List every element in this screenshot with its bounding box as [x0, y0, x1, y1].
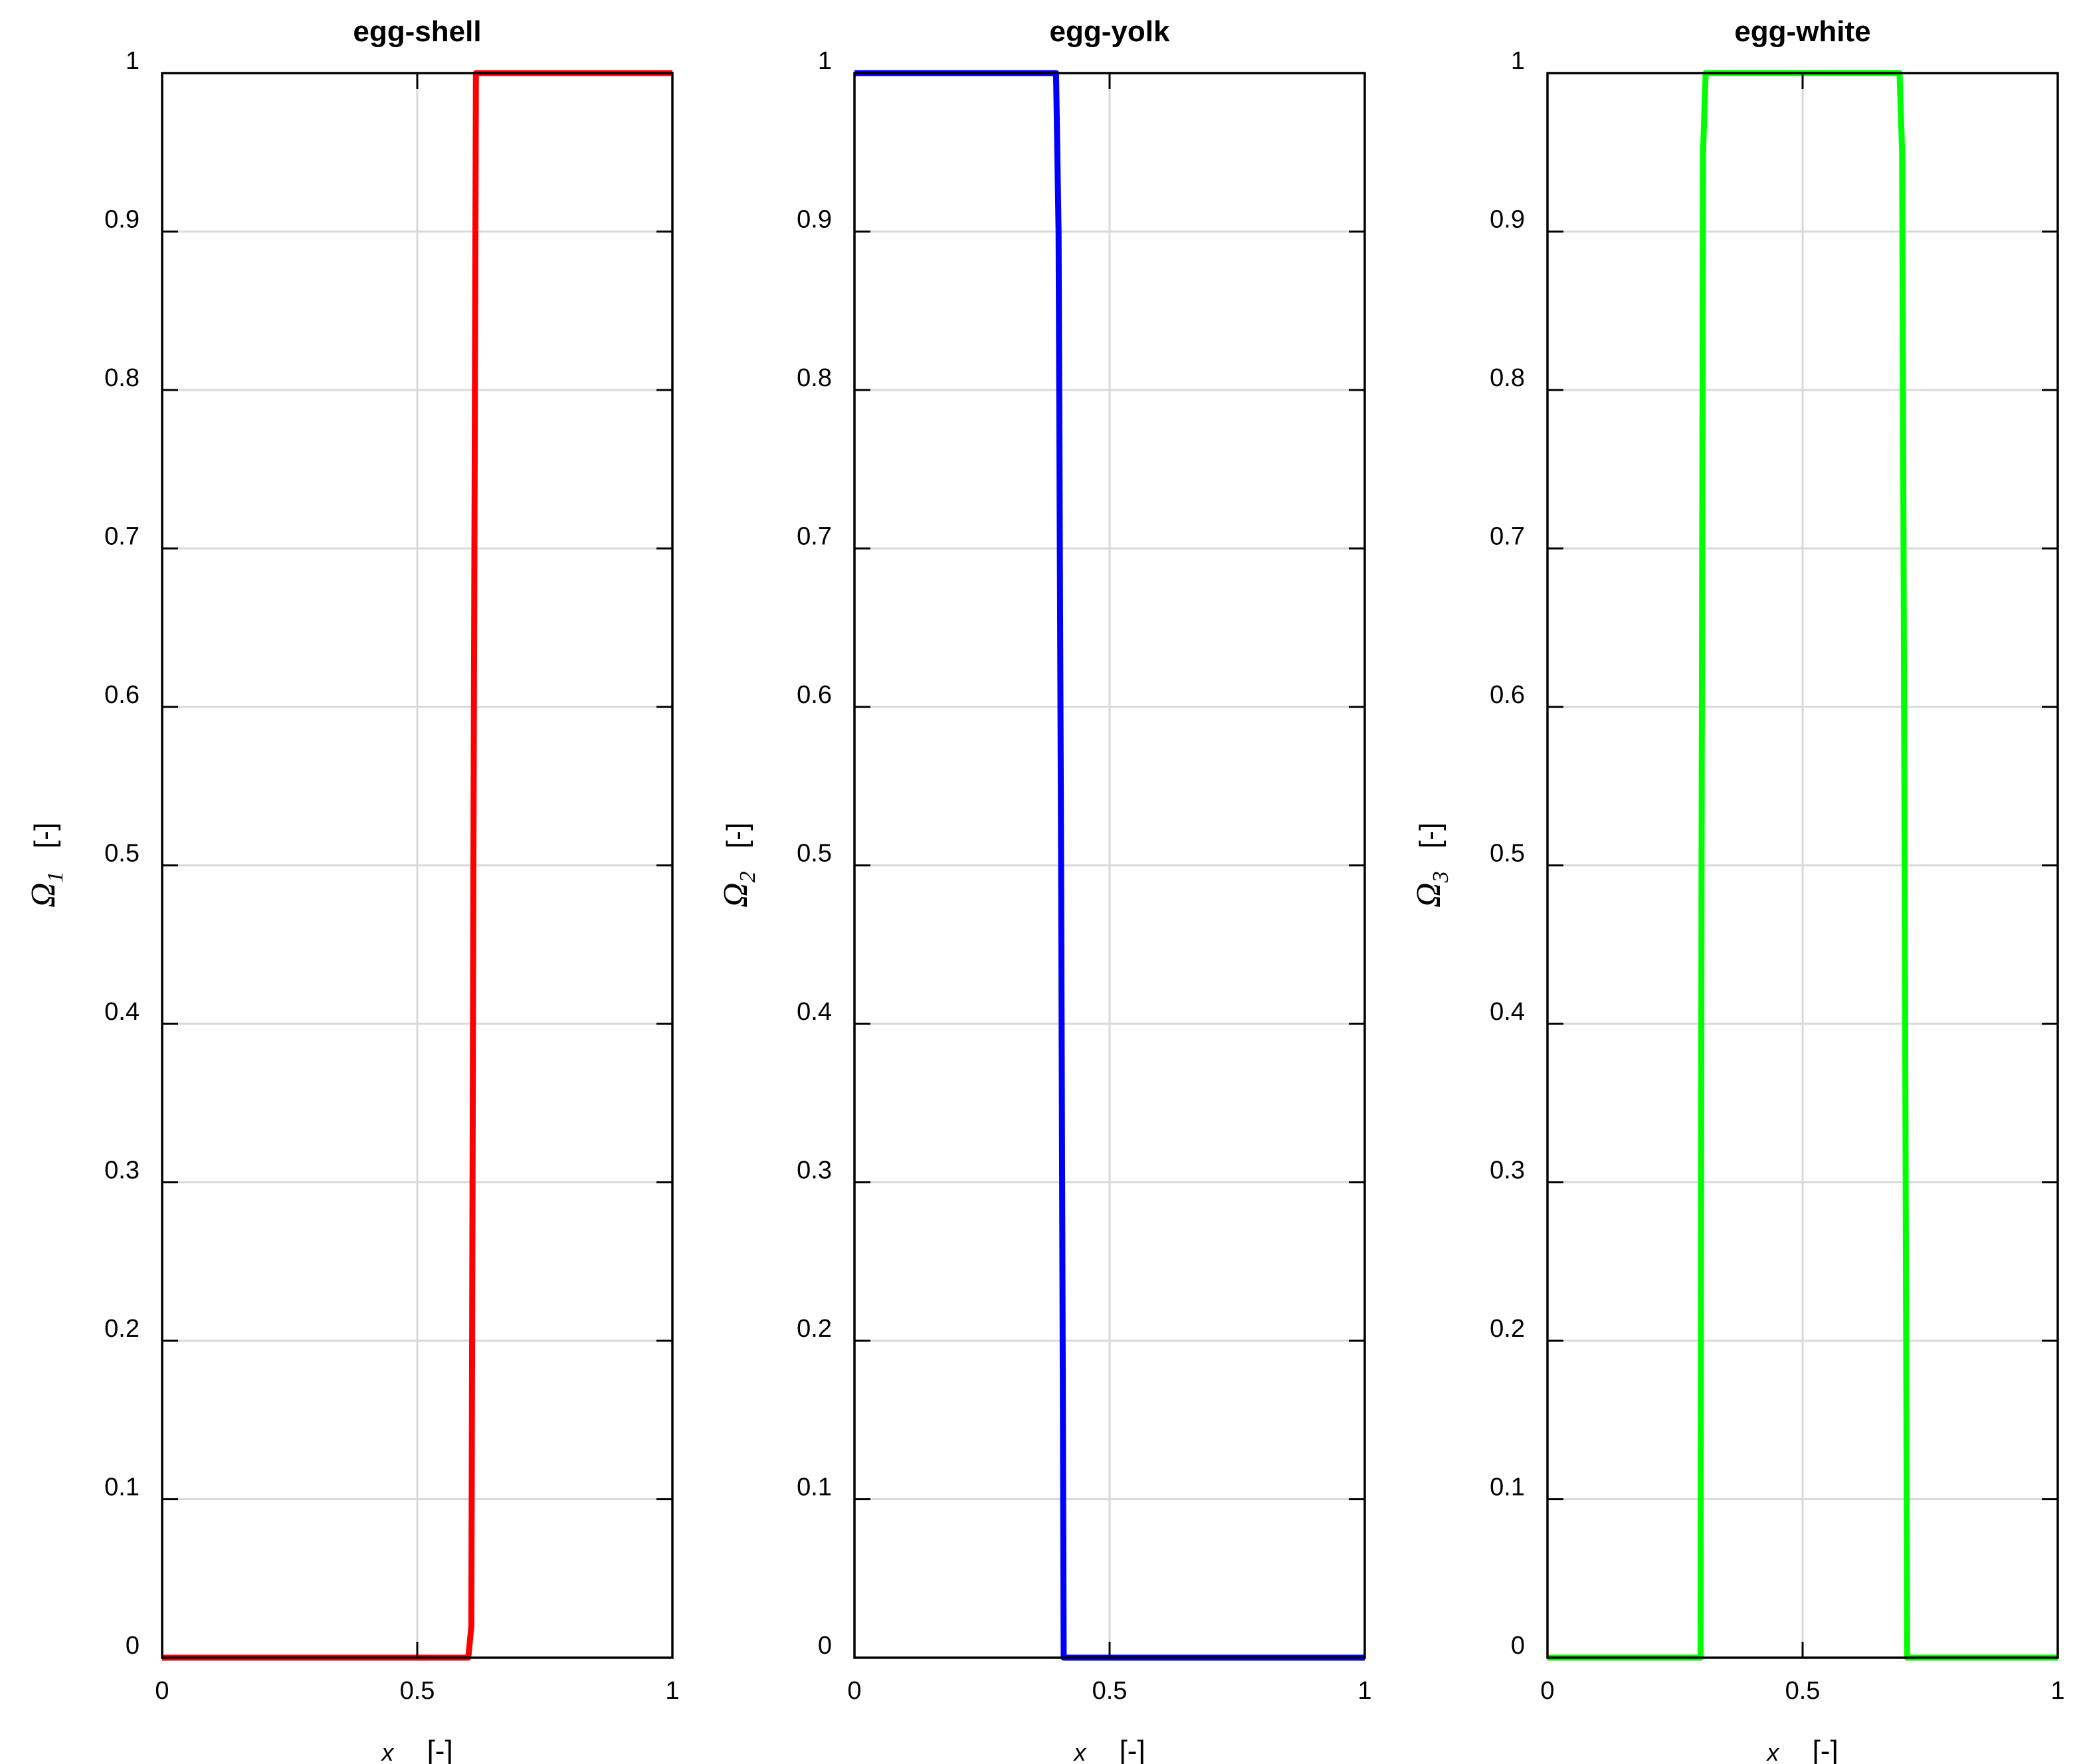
x-tick-label: 0: [155, 1677, 169, 1705]
y-tick-label: 0: [126, 1632, 140, 1660]
grid-lines: [854, 73, 1365, 1658]
y-tick-label: 0.7: [1490, 523, 1525, 551]
y-tick-label: 0.9: [104, 206, 140, 234]
y-tick-label: 0.6: [797, 681, 832, 709]
y-tick-label: 0.6: [1490, 681, 1525, 709]
x-tick-label: 1: [2050, 1677, 2064, 1705]
x-tick-label: 1: [665, 1677, 679, 1705]
y-tick-label: 0.4: [797, 998, 832, 1026]
y-tick-label: 0.1: [797, 1474, 832, 1502]
y-tick-label: 0.2: [1490, 1315, 1525, 1343]
y-tick-label: 0.5: [104, 840, 140, 868]
x-tick-label: 0.5: [1785, 1677, 1821, 1705]
y-tick-label: 0.3: [797, 1157, 832, 1185]
y-tick-label: 0.5: [797, 840, 832, 868]
x-axis-label: x [-]: [380, 1735, 452, 1764]
y-tick-label: 0.2: [104, 1315, 140, 1343]
x-tick-label: 0: [847, 1677, 861, 1705]
panel-egg-shell: egg-shell 00.10.20.30.40.50.60.70.80.910…: [25, 15, 680, 1764]
y-tick-label: 0.2: [797, 1315, 832, 1343]
x-tick-label: 0: [1540, 1677, 1554, 1705]
y-tick-label: 0.4: [1490, 998, 1525, 1026]
x-axis-label: x [-]: [1072, 1735, 1145, 1764]
y-axis-label: Ω2 [-]: [717, 823, 761, 908]
y-tick-label: 0.3: [1490, 1157, 1525, 1185]
tick-labels: 0 0.1 0.2 0.3 0.4 0.5 0.6 0.7 0.8 0.9 1 0 0.5 1: [104, 47, 679, 1705]
y-tick-label: 1: [126, 47, 140, 75]
y-tick-label: 1: [818, 47, 832, 75]
y-tick-label: 0.8: [1490, 364, 1525, 392]
x-tick-label: 0.5: [1092, 1677, 1128, 1705]
y-tick-label: 0.6: [104, 681, 140, 709]
y-tick-label: 0.7: [797, 523, 832, 551]
panel-title: egg-yolk: [1050, 15, 1170, 48]
panel-title: egg-shell: [353, 15, 481, 48]
y-tick-label: 0.1: [104, 1474, 140, 1502]
grid-lines: [1547, 73, 2058, 1658]
y-tick-label: 0: [1511, 1632, 1525, 1660]
panel-title: egg-white: [1734, 15, 1870, 48]
x-tick-label: 1: [1357, 1677, 1371, 1705]
y-tick-label: 0.9: [1490, 206, 1525, 234]
y-tick-label: 0.5: [1490, 840, 1525, 868]
y-tick-label: 0.9: [797, 206, 832, 234]
y-tick-label: 0.8: [797, 364, 832, 392]
tick-labels: 0 0.1 0.2 0.3 0.4 0.5 0.6 0.7 0.8 0.9 1 0 0.5 1: [797, 47, 1371, 1705]
y-tick-label: 0.3: [104, 1157, 140, 1185]
y-tick-label: 0.7: [104, 523, 140, 551]
y-axis-label: Ω1 [-]: [25, 823, 69, 908]
y-tick-label: 0.1: [1490, 1474, 1525, 1502]
x-axis-label: x [-]: [1765, 1735, 1838, 1764]
grid-lines: [162, 73, 672, 1658]
panel-egg-white: egg-white 00.10.20.30.40.50.60.70.80.910…: [1410, 15, 2065, 1764]
y-tick-label: 0.4: [104, 998, 140, 1026]
tick-labels: 0 0.1 0.2 0.3 0.4 0.5 0.6 0.7 0.8 0.9 1 0 0.5 1: [1490, 47, 2064, 1705]
panel-egg-yolk: egg-yolk 00.10.20.30.40.50.60.70.80.910 0…: [717, 15, 1372, 1764]
y-tick-label: 1: [1511, 47, 1525, 75]
y-tick-label: 0.8: [104, 364, 140, 392]
y-tick-label: 0: [818, 1632, 832, 1660]
x-tick-label: 0.5: [400, 1677, 435, 1705]
y-axis-label: Ω3 [-]: [1410, 823, 1454, 908]
